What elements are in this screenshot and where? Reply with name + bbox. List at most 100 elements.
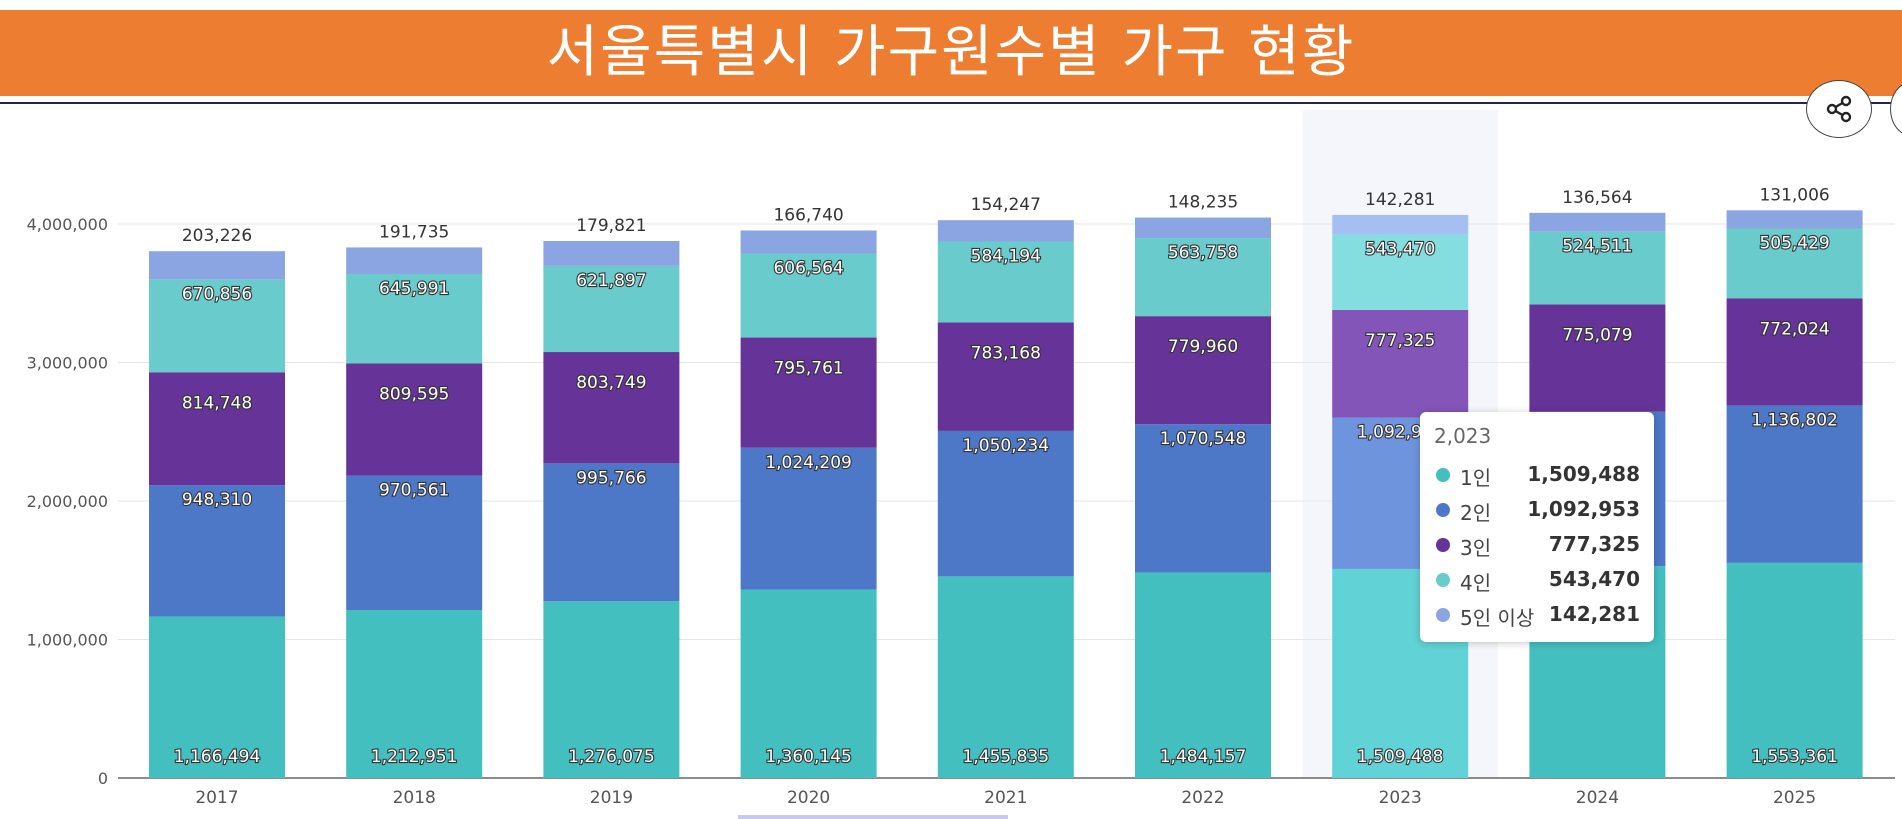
data-label: 995,766 (576, 468, 646, 488)
data-label: 524,511 (1562, 237, 1632, 257)
data-label: 621,897 (576, 271, 646, 291)
data-label: 203,226 (182, 226, 252, 246)
data-label: 1,276,075 (568, 747, 655, 767)
bar-segment (543, 352, 680, 464)
tooltip-value: 777,325 (1548, 532, 1640, 556)
data-label: 783,168 (971, 343, 1041, 363)
data-label: 563,758 (1168, 243, 1238, 263)
bar-segment (1529, 231, 1666, 305)
chart-tooltip: 2,023 1인 1,509,488 2인 1,092,953 3인 777,3… (1420, 412, 1654, 642)
tooltip-label: 4인 (1460, 571, 1492, 595)
bar-segment (543, 265, 680, 353)
data-label: 948,310 (182, 490, 252, 510)
tooltip-row-5: 5인 이상 142,281 (1434, 600, 1640, 630)
bar-segment (149, 251, 285, 280)
data-label: 1,484,157 (1160, 747, 1247, 767)
x-tick-label: 2022 (1181, 788, 1224, 808)
data-label: 809,595 (379, 384, 449, 404)
bar-segment (1726, 562, 1863, 778)
data-label: 131,006 (1759, 185, 1829, 205)
share-icon (1826, 95, 1852, 123)
data-label: 645,991 (379, 279, 449, 299)
x-tick-label: 2021 (984, 788, 1027, 808)
bar-segment (937, 430, 1074, 577)
bar-segment (740, 337, 877, 448)
bar-segment (1726, 210, 1863, 229)
data-label: 970,561 (379, 481, 449, 501)
bar-segment (1529, 212, 1666, 232)
x-tick-label: 2019 (590, 788, 633, 808)
bar-segment (1332, 214, 1469, 235)
bar-segment (1135, 238, 1271, 317)
bar-segment (937, 220, 1074, 242)
data-label: 777,325 (1365, 331, 1435, 351)
bar-segment (740, 253, 877, 338)
bar-segment (1332, 309, 1469, 418)
bar-segment (740, 230, 877, 254)
data-label: 148,235 (1168, 193, 1238, 213)
bar-segment (543, 240, 680, 266)
legend-dot-1 (1436, 468, 1450, 482)
data-label: 154,247 (971, 195, 1041, 215)
data-label: 670,856 (182, 284, 252, 304)
data-label: 1,553,361 (1751, 747, 1838, 767)
tooltip-row-3: 3인 777,325 (1434, 530, 1640, 560)
data-label: 779,960 (1168, 337, 1238, 357)
data-label: 1,509,488 (1357, 747, 1444, 767)
bar-segment (149, 616, 285, 778)
bar-segment (346, 273, 483, 364)
data-label: 543,470 (1365, 240, 1435, 260)
tooltip-header: 2,023 (1434, 424, 1492, 448)
data-label: 803,749 (576, 373, 646, 393)
tooltip-row-4: 4인 543,470 (1434, 565, 1640, 595)
tooltip-value: 142,281 (1548, 602, 1640, 626)
bar-segment (346, 610, 483, 778)
y-tick-label: 4,000,000 (27, 215, 108, 234)
tooltip-value: 543,470 (1548, 567, 1640, 591)
tooltip-label: 2인 (1460, 501, 1492, 525)
bar-segment (1135, 217, 1271, 239)
x-tick-label: 2017 (195, 788, 238, 808)
legend-dot-4 (1436, 573, 1450, 587)
bar-segment (1135, 316, 1271, 425)
bar-segment (149, 279, 285, 373)
y-tick-label: 1,000,000 (27, 631, 108, 650)
tooltip-value: 1,092,953 (1527, 497, 1640, 521)
y-tick-label: 0 (98, 769, 108, 788)
bar-segment (149, 485, 285, 617)
bar-segment (346, 475, 483, 611)
legend-dot-2 (1436, 503, 1450, 517)
share-button[interactable] (1806, 80, 1872, 138)
data-label: 606,564 (773, 259, 843, 279)
x-tick-label: 2025 (1773, 788, 1816, 808)
tooltip-label: 1인 (1460, 466, 1492, 490)
x-tick-label: 2024 (1576, 788, 1619, 808)
data-label: 191,735 (379, 222, 449, 242)
y-tick-label: 2,000,000 (27, 492, 108, 511)
bar-segment (740, 589, 877, 778)
data-label: 1,024,209 (765, 453, 852, 473)
legend-dot-3 (1436, 538, 1450, 552)
x-tick-label: 2020 (787, 788, 830, 808)
bar-segment (543, 463, 680, 602)
data-label: 1,360,145 (765, 747, 852, 767)
data-label: 795,761 (773, 359, 843, 379)
tooltip-label: 5인 이상 (1460, 606, 1535, 630)
tooltip-label: 3인 (1460, 536, 1492, 560)
x-tick-label: 2018 (393, 788, 436, 808)
tooltip-row-1: 1인 1,509,488 (1434, 460, 1640, 490)
bar-segment (1726, 228, 1863, 299)
bar-segment (346, 363, 483, 476)
legend-dot-5 (1436, 608, 1450, 622)
data-label: 1,050,234 (963, 436, 1050, 456)
bar-segment (1135, 424, 1271, 573)
data-label: 775,079 (1562, 325, 1632, 345)
chart-title: 서울특별시 가구원수별 가구 현황 (0, 10, 1902, 96)
bar-segment (346, 247, 483, 274)
title-divider (0, 102, 1902, 104)
x-tick-label: 2023 (1379, 788, 1422, 808)
data-label: 814,748 (182, 393, 252, 413)
data-label: 142,281 (1365, 190, 1435, 210)
data-label: 179,821 (576, 216, 646, 236)
